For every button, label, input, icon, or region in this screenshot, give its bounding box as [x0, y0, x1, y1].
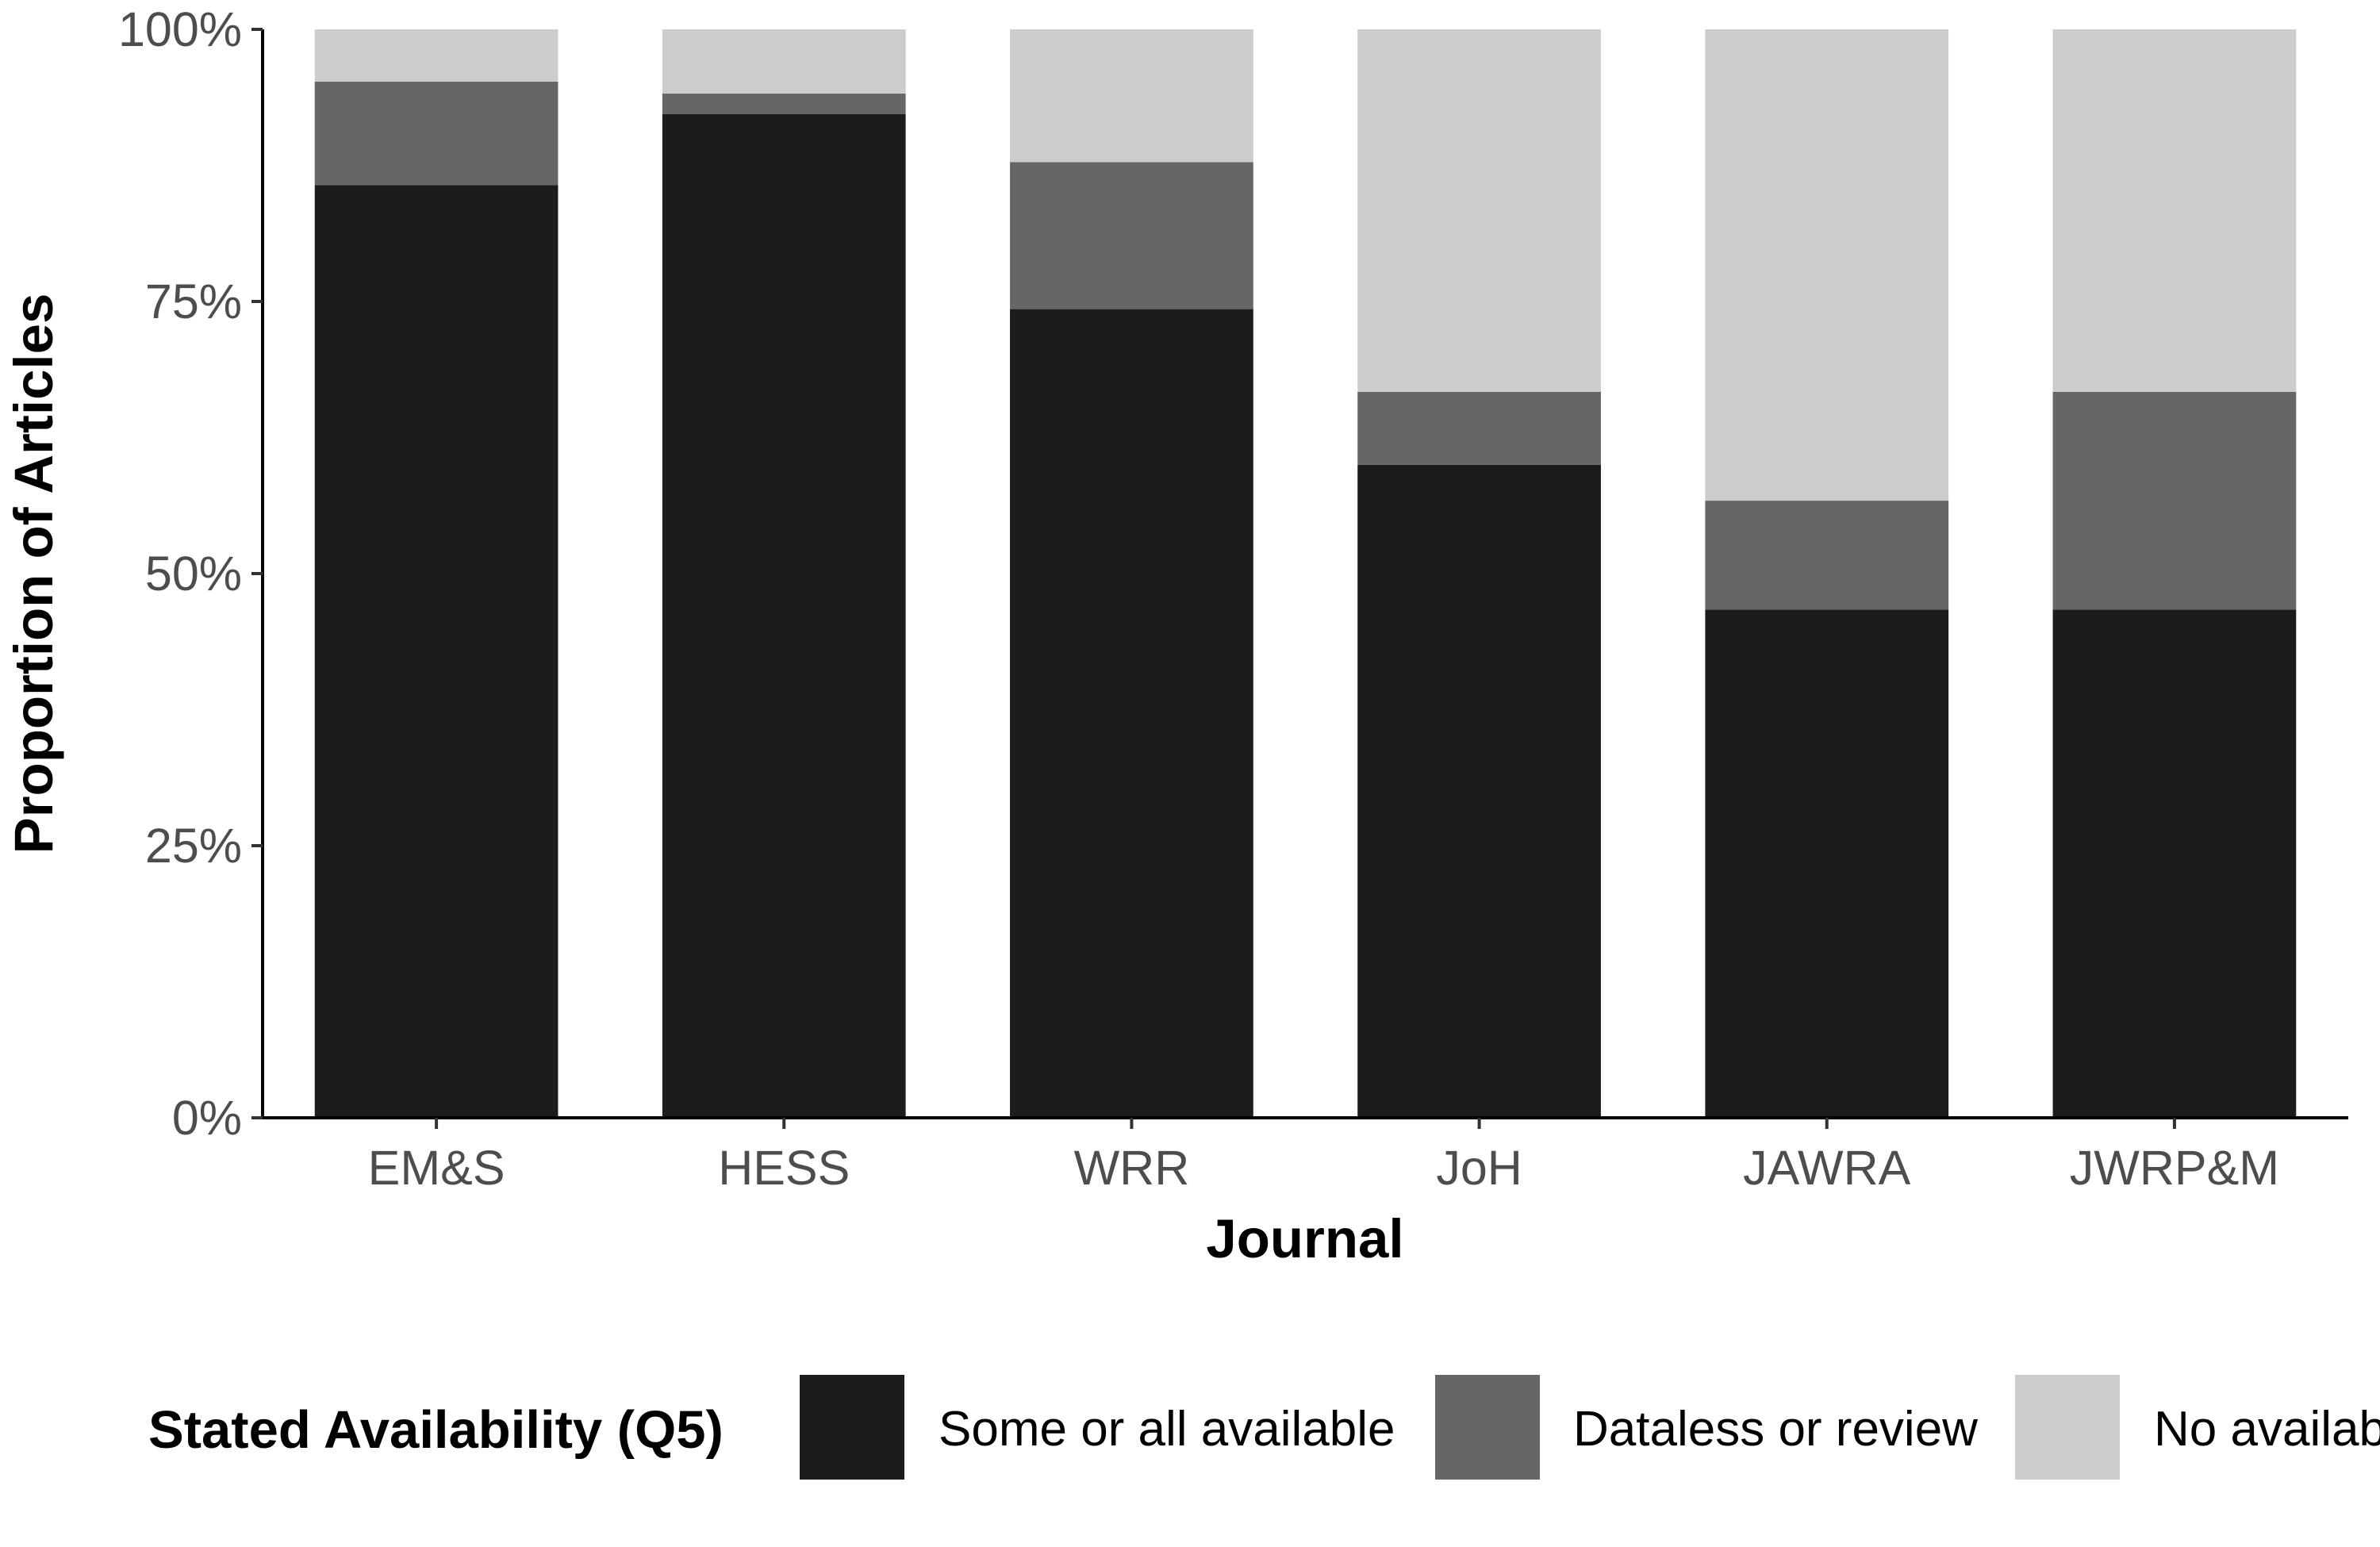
legend-key [2015, 1375, 2120, 1480]
bar-segment [2052, 391, 2297, 610]
x-axis-title: Journal [1206, 1208, 1403, 1269]
y-ticks: 0% 25% 50% 75% 100% [118, 2, 263, 1145]
legend-title: Stated Availability (Q5) [148, 1400, 724, 1460]
axes-layer [261, 29, 2348, 1119]
bar-segment [1010, 162, 1253, 309]
bar-segment [1705, 29, 1949, 501]
legend-label: No availability [2154, 1402, 2380, 1457]
y-tick-label: 25% [145, 819, 242, 873]
bar-segment [314, 185, 559, 1118]
bar-segment [314, 29, 559, 82]
y-tick-label: 50% [145, 547, 242, 601]
bar-segment [1705, 501, 1949, 610]
bar-segment [2052, 29, 2297, 392]
bar-segment [662, 114, 906, 1119]
bar-segment [314, 81, 559, 186]
x-tick-label: JWRP&M [2070, 1141, 2279, 1195]
x-ticks: EM&S HESS WRR JoH JAWRA JWRP&M [368, 1118, 2279, 1195]
legend: Stated Availability (Q5) Some or all ava… [148, 1375, 2380, 1480]
legend-key [1435, 1375, 1540, 1480]
x-tick-label: HESS [718, 1141, 850, 1195]
y-tick-label: 75% [145, 274, 242, 328]
bar-segment [1357, 391, 1601, 465]
x-tick-label: JoH [1436, 1141, 1522, 1195]
legend-label: Dataless or review [1573, 1402, 1978, 1457]
bar-segment [1010, 29, 1253, 163]
x-tick-label: WRR [1074, 1141, 1190, 1195]
y-tick-label: 0% [172, 1091, 242, 1145]
bar-segment [1357, 29, 1601, 392]
legend-label: Some or all available [939, 1402, 1395, 1457]
legend-key [800, 1375, 904, 1480]
y-axis-title: Proportion of Articles [3, 294, 64, 854]
bars-layer [314, 29, 2297, 1119]
bar-segment [2052, 609, 2297, 1118]
y-tick-label: 100% [118, 2, 242, 56]
x-tick-label: JAWRA [1743, 1141, 1911, 1195]
bar-segment [662, 93, 906, 115]
bar-segment [1357, 464, 1601, 1118]
x-tick-label: EM&S [368, 1141, 505, 1195]
bar-segment [662, 29, 906, 94]
bar-segment [1010, 309, 1253, 1118]
bar-segment [1705, 609, 1949, 1118]
